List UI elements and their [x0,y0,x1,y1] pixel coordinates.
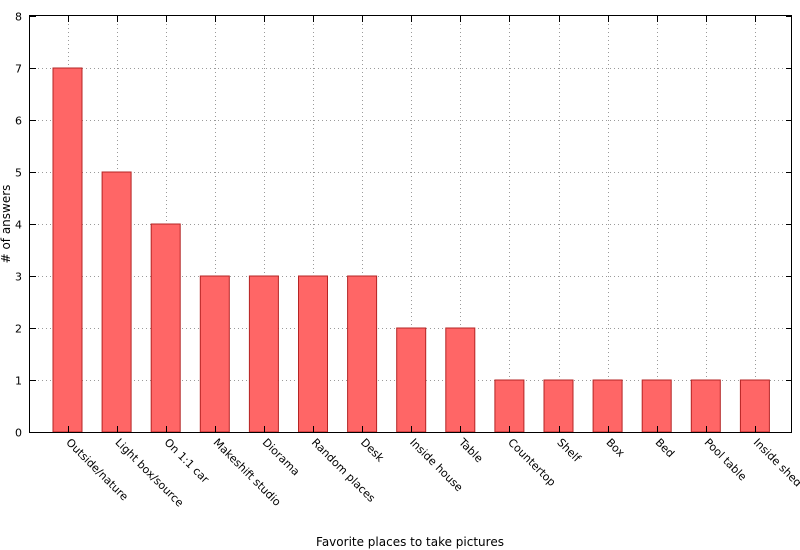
x-tick-label: Desk [358,436,387,465]
bar [445,327,476,433]
x-tick-label: On 1:1 car [162,436,212,486]
bar [298,275,328,433]
y-tick-label: 3 [15,271,22,284]
bar [347,275,378,433]
y-tick-label: 6 [15,115,22,128]
bars [52,67,770,433]
x-tick-label: Inside shed [751,436,800,490]
x-tick-label: Box [603,436,627,460]
bar [690,379,721,433]
y-tick-label: 0 [15,427,22,440]
bar [592,379,623,433]
x-tick-label: Table [455,435,485,465]
y-tick-label: 1 [15,375,22,388]
bar [52,67,83,433]
bar [101,171,132,433]
ticks [30,16,792,433]
x-tick-label: Shelf [554,436,584,466]
x-axis-title: Favorite places to take pictures [316,535,504,549]
y-axis-title: # of answers [0,185,13,264]
bar [494,379,525,433]
x-tick-label: Countertop [505,436,558,489]
y-tick-label: 7 [15,63,22,76]
y-tick-label: 8 [15,11,22,24]
bar [739,379,770,433]
y-tick-label: 4 [15,219,22,232]
bar [641,379,672,433]
y-axis-tick-labels: 0 1 2 3 4 5 6 7 8 [15,11,22,440]
y-tick-label: 5 [15,167,22,180]
bar [199,275,230,433]
x-tick-label: Diorama [260,436,302,478]
bar [543,379,574,433]
bar [248,275,279,433]
bar [396,327,427,433]
y-tick-label: 2 [15,323,22,336]
bar [150,223,181,433]
x-tick-label: Pool table [702,436,750,484]
x-tick-label: Bed [653,436,677,460]
